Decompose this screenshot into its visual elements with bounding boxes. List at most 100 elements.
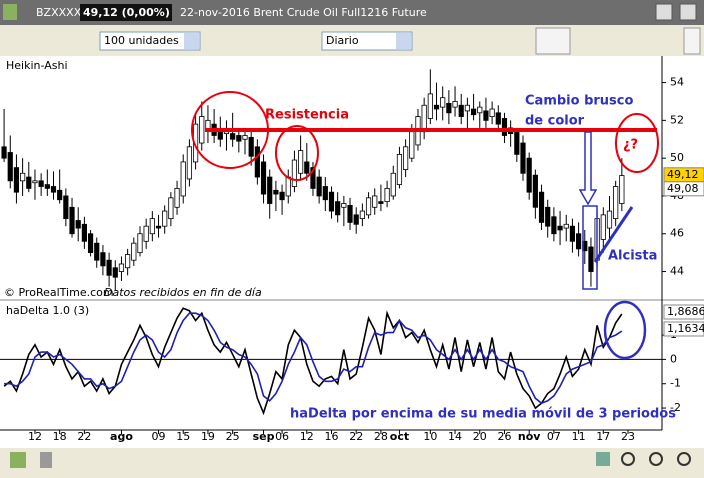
- candle-body: [236, 135, 242, 142]
- button[interactable]: [683, 27, 701, 55]
- x-tick-label: 26: [497, 430, 511, 443]
- candle-body: [69, 206, 75, 235]
- value-box-label: 1,1634: [667, 322, 704, 335]
- dropdown-arrow[interactable]: [184, 33, 199, 49]
- candle-body: [260, 161, 267, 195]
- zoom-button[interactable]: [621, 452, 635, 466]
- plot: 44464850525449,1249,0810-1-2121822ago091…: [0, 69, 704, 443]
- y-tick-label: -1: [670, 377, 681, 390]
- annotation: Alcista: [608, 249, 657, 264]
- candle-body: [137, 233, 143, 254]
- y-tick-label: 52: [670, 113, 684, 126]
- candle-body: [155, 225, 162, 229]
- x-tick-label: oct: [390, 430, 409, 443]
- y-tick-label: 46: [670, 227, 684, 240]
- y-tick-label: 50: [670, 151, 684, 164]
- candle-body: [44, 184, 50, 189]
- candle-body: [520, 142, 526, 174]
- x-tick-label: 12: [28, 430, 42, 443]
- candle-body: [526, 157, 532, 193]
- candle-body: [50, 186, 57, 193]
- candle-body: [118, 263, 125, 272]
- indicator-button[interactable]: [535, 27, 571, 55]
- button[interactable]: [679, 3, 697, 21]
- source: © ProRealTime.com: [4, 286, 114, 299]
- trend-line: [593, 206, 634, 263]
- candle-body: [458, 104, 464, 117]
- x-tick-label: 22: [77, 430, 91, 443]
- candle-body: [477, 106, 483, 114]
- candle-body: [551, 216, 557, 235]
- candle-body: [501, 118, 508, 136]
- candle-body: [38, 180, 44, 187]
- source-note: Datos recibidos en fin de día: [104, 286, 262, 299]
- candle-body: [341, 203, 347, 208]
- series-line: [4, 312, 623, 405]
- candle-body: [359, 210, 365, 220]
- y-tick-label: 0: [670, 352, 677, 365]
- bottom-toolbar: [0, 448, 704, 478]
- candle-body: [588, 246, 594, 272]
- candle-body: [94, 242, 100, 261]
- candle-body: [32, 180, 38, 184]
- candle-body: [112, 267, 118, 278]
- circle: [603, 300, 647, 360]
- candle-body: [538, 191, 545, 223]
- zoom-button[interactable]: [649, 452, 663, 466]
- candle-body: [464, 104, 471, 112]
- y-tick-label: 54: [670, 76, 684, 89]
- candle-body: [304, 161, 310, 174]
- panel-title: Heikin-Ashi: [6, 59, 68, 72]
- quantity-select[interactable]: [99, 31, 201, 51]
- candle-body: [557, 225, 563, 231]
- x-tick-label: 14: [448, 430, 462, 443]
- button[interactable]: [40, 452, 52, 468]
- candle-body: [174, 187, 180, 208]
- candle-body: [427, 93, 433, 119]
- candle-body: [199, 116, 205, 144]
- x-tick-label: 10: [423, 430, 437, 443]
- candle-body: [606, 210, 613, 229]
- icon: [3, 4, 17, 20]
- x-tick-label: 15: [176, 430, 190, 443]
- candle-body: [372, 195, 378, 208]
- candle-body: [378, 201, 384, 204]
- candle-body: [143, 225, 149, 242]
- candle-body: [273, 189, 279, 195]
- annotation: Resistencia: [265, 108, 349, 123]
- y-tick-label: -2: [670, 401, 681, 414]
- symbol[interactable]: BZXXXX: [36, 6, 82, 19]
- candle-body: [254, 146, 260, 178]
- x-tick-label: 25: [226, 430, 240, 443]
- candle-body: [13, 167, 20, 193]
- button[interactable]: [655, 3, 673, 21]
- candle-body: [545, 206, 551, 227]
- candle-body: [403, 146, 409, 170]
- candle-body: [409, 131, 415, 159]
- candle-body: [335, 201, 341, 216]
- instrument-title: 22-nov-2016 Brent Crude Oil Full1216 Fut…: [180, 6, 427, 19]
- circle: [191, 91, 269, 169]
- dropdown-arrow[interactable]: [396, 33, 411, 49]
- button[interactable]: [10, 452, 26, 468]
- button[interactable]: [596, 452, 610, 466]
- candle-body: [365, 197, 372, 216]
- candle-body: [446, 102, 452, 114]
- candle-body: [57, 189, 63, 201]
- candle-body: [131, 242, 137, 261]
- y-tick-label: 44: [670, 265, 684, 278]
- candle-body: [532, 174, 538, 208]
- panel-title: haDelta 1.0 (3): [6, 304, 89, 317]
- candle-body: [433, 104, 440, 110]
- candle-body: [514, 131, 520, 155]
- candle-body: [279, 191, 285, 201]
- period-select[interactable]: [321, 31, 413, 51]
- candle-body: [569, 225, 576, 242]
- x-tick-label: 18: [53, 430, 67, 443]
- x-tick-label: sep: [253, 430, 275, 443]
- annotation: haDelta por encima de su media móvil de …: [290, 407, 676, 422]
- candle-body: [310, 167, 316, 189]
- candle-body: [452, 101, 458, 108]
- zoom-button[interactable]: [677, 452, 691, 466]
